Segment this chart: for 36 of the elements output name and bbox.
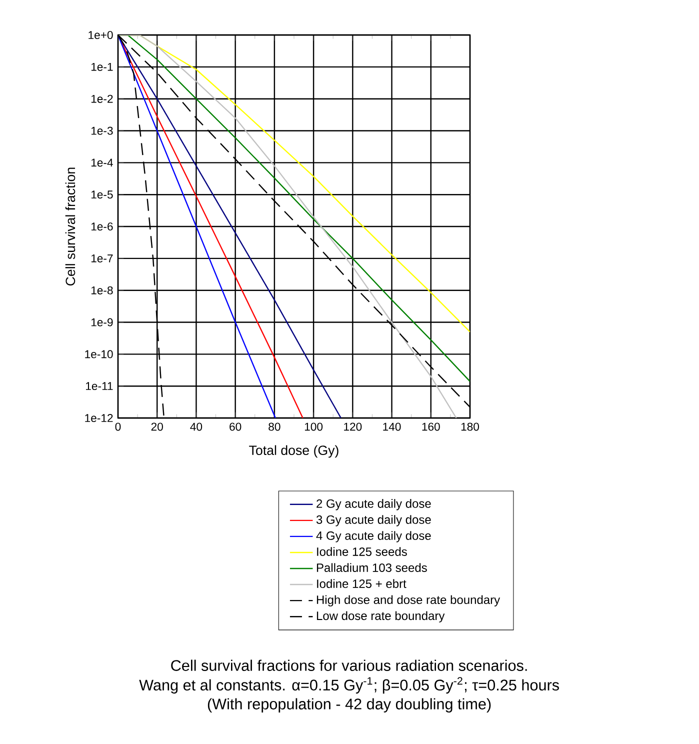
legend-label: Palladium 103 seeds xyxy=(316,563,427,572)
y-tick-label: 1e-4 xyxy=(91,158,113,167)
y-tick-label: 1e-5 xyxy=(91,190,113,199)
legend-label: Iodine 125 + ebrt xyxy=(317,579,406,588)
x-tick-label: 60 xyxy=(230,422,242,431)
y-tick-label: 1e-9 xyxy=(91,318,113,326)
legend-label: 4 Gy acute daily dose xyxy=(316,531,431,542)
x-tick-label: 80 xyxy=(268,422,280,431)
y-tick-label: 1e-2 xyxy=(91,94,113,103)
y-tick-label: 1e-3 xyxy=(91,126,113,135)
legend-label: Low dose rate boundary xyxy=(316,611,445,622)
y-tick-label: 1e-7 xyxy=(91,254,113,262)
y-tick-label: 1e-8 xyxy=(91,286,113,294)
legend-label: Iodine 125 seeds xyxy=(317,547,407,556)
text: Cell survival fractions for various radiation scenarios. xyxy=(171,660,527,671)
y-tick-label: 1e+0 xyxy=(88,31,113,40)
y-tick-label: 1e-11 xyxy=(86,382,113,390)
legend-label: High dose and dose rate boundary xyxy=(316,595,500,606)
x-axis-title: Total dose (Gy) xyxy=(249,445,338,458)
x-tick-label: 100 xyxy=(304,422,323,431)
legend-label: 3 Gy acute daily dose xyxy=(316,515,431,526)
legend-label: 2 Gy acute daily dose xyxy=(316,499,431,510)
x-tick-label: 40 xyxy=(190,422,202,431)
y-tick-label: 1e-12 xyxy=(85,414,113,422)
x-tick-label: 120 xyxy=(344,422,362,431)
x-tick-label: 140 xyxy=(383,422,401,431)
x-tick-label: 180 xyxy=(461,422,479,431)
text: Wang et al constants. α=0.15 Gy$^{-1}$; β=0.05 Gy$^{-2}$; τ=0.25 hours xyxy=(139,677,559,694)
x-tick-label: 0 xyxy=(115,422,121,431)
x-tick-label: 20 xyxy=(151,422,163,431)
y-axis-title: Cell survival fraction xyxy=(65,168,76,286)
text: (With repopulation - 42 day doubling time) xyxy=(208,698,491,712)
y-tick-label: 1e-10 xyxy=(85,350,113,358)
y-tick-label: 1e-6 xyxy=(91,222,113,231)
x-tick-label: 160 xyxy=(422,422,440,431)
y-tick-label: 1e-1 xyxy=(91,62,113,71)
